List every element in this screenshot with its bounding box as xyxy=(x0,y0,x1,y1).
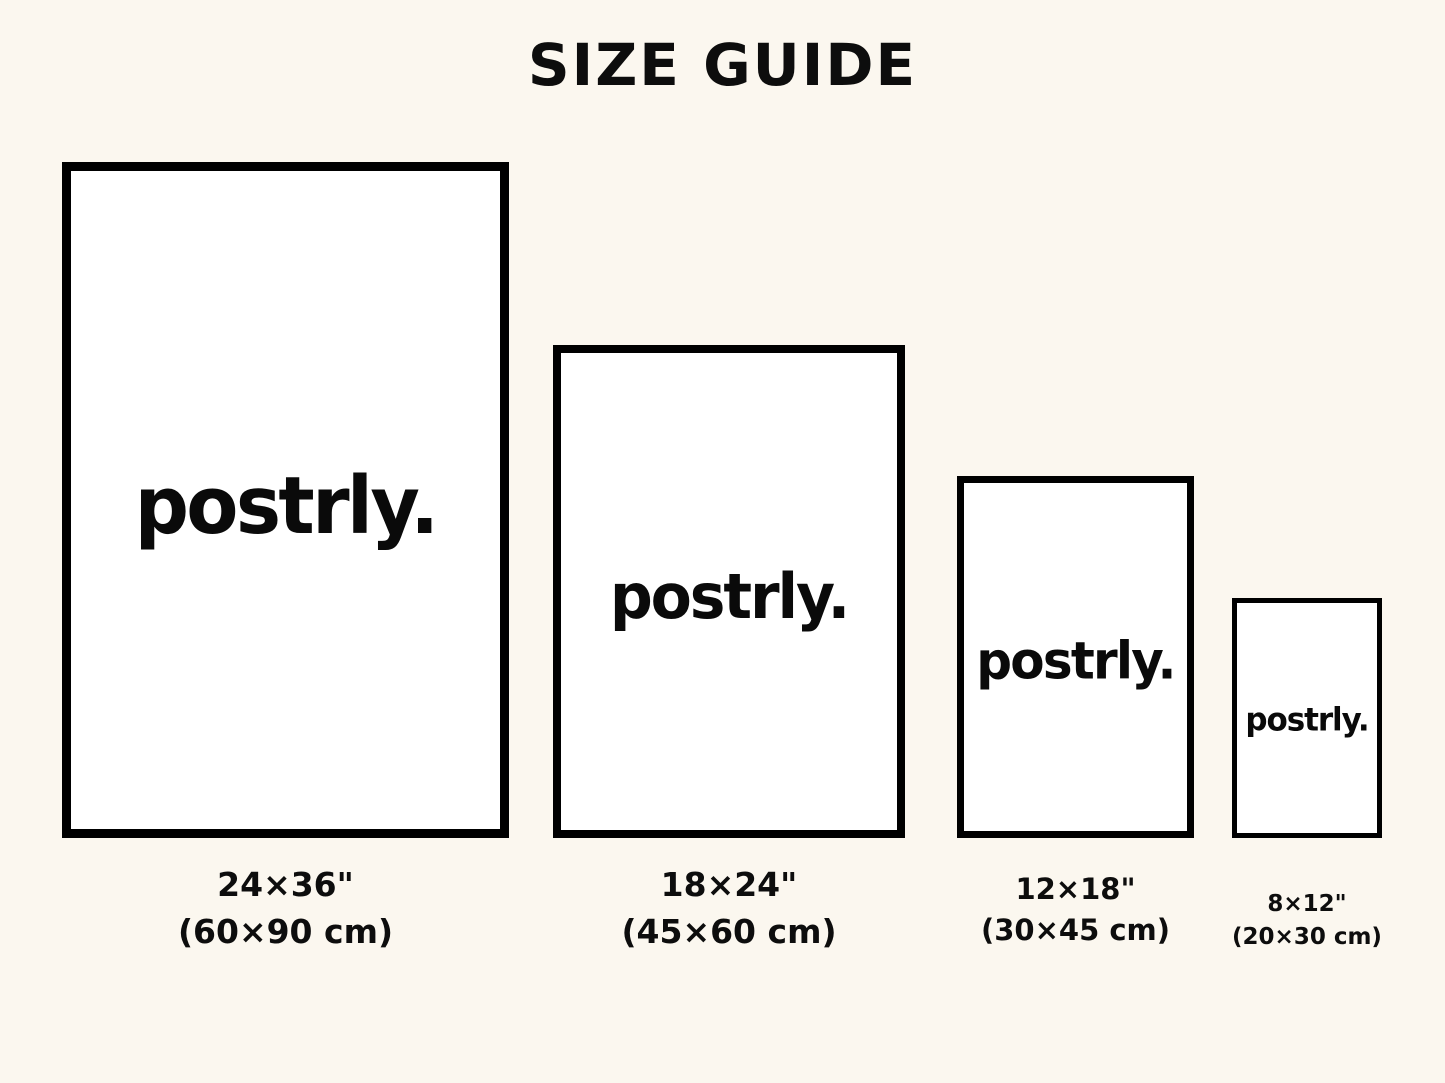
poster-frame-12x18[interactable]: postrly. xyxy=(957,476,1194,838)
poster-frame-18x24[interactable]: postrly. xyxy=(553,345,905,838)
size-caption-inches: 24×36" xyxy=(217,865,354,904)
size-caption-inches: 18×24" xyxy=(660,865,798,904)
size-caption-inches: 8×12" xyxy=(1267,891,1347,917)
size-caption-cm: (30×45 cm) xyxy=(980,913,1171,948)
size-caption-12x18: 12×18" (30×45 cm) xyxy=(942,869,1209,951)
size-caption-24x36: 24×36" (60×90 cm) xyxy=(62,862,509,956)
size-caption-inches: 12×18" xyxy=(1015,872,1136,906)
size-caption-cm: (60×90 cm) xyxy=(177,911,394,951)
size-caption-8x12: 8×12" (20×30 cm) xyxy=(1207,888,1407,953)
size-caption-cm: (20×30 cm) xyxy=(1232,923,1382,950)
poster-logo: postrly. xyxy=(976,630,1176,692)
size-caption-cm: (45×60 cm) xyxy=(621,911,837,951)
poster-frame-24x36[interactable]: postrly. xyxy=(62,162,509,838)
poster-logo: postrly. xyxy=(1245,701,1369,739)
poster-logo: postrly. xyxy=(609,560,850,633)
poster-frame-8x12[interactable]: postrly. xyxy=(1232,598,1382,838)
size-caption-18x24: 18×24" (45×60 cm) xyxy=(553,862,905,956)
page-title: SIZE GUIDE xyxy=(527,31,918,99)
poster-logo: postrly. xyxy=(134,459,440,552)
